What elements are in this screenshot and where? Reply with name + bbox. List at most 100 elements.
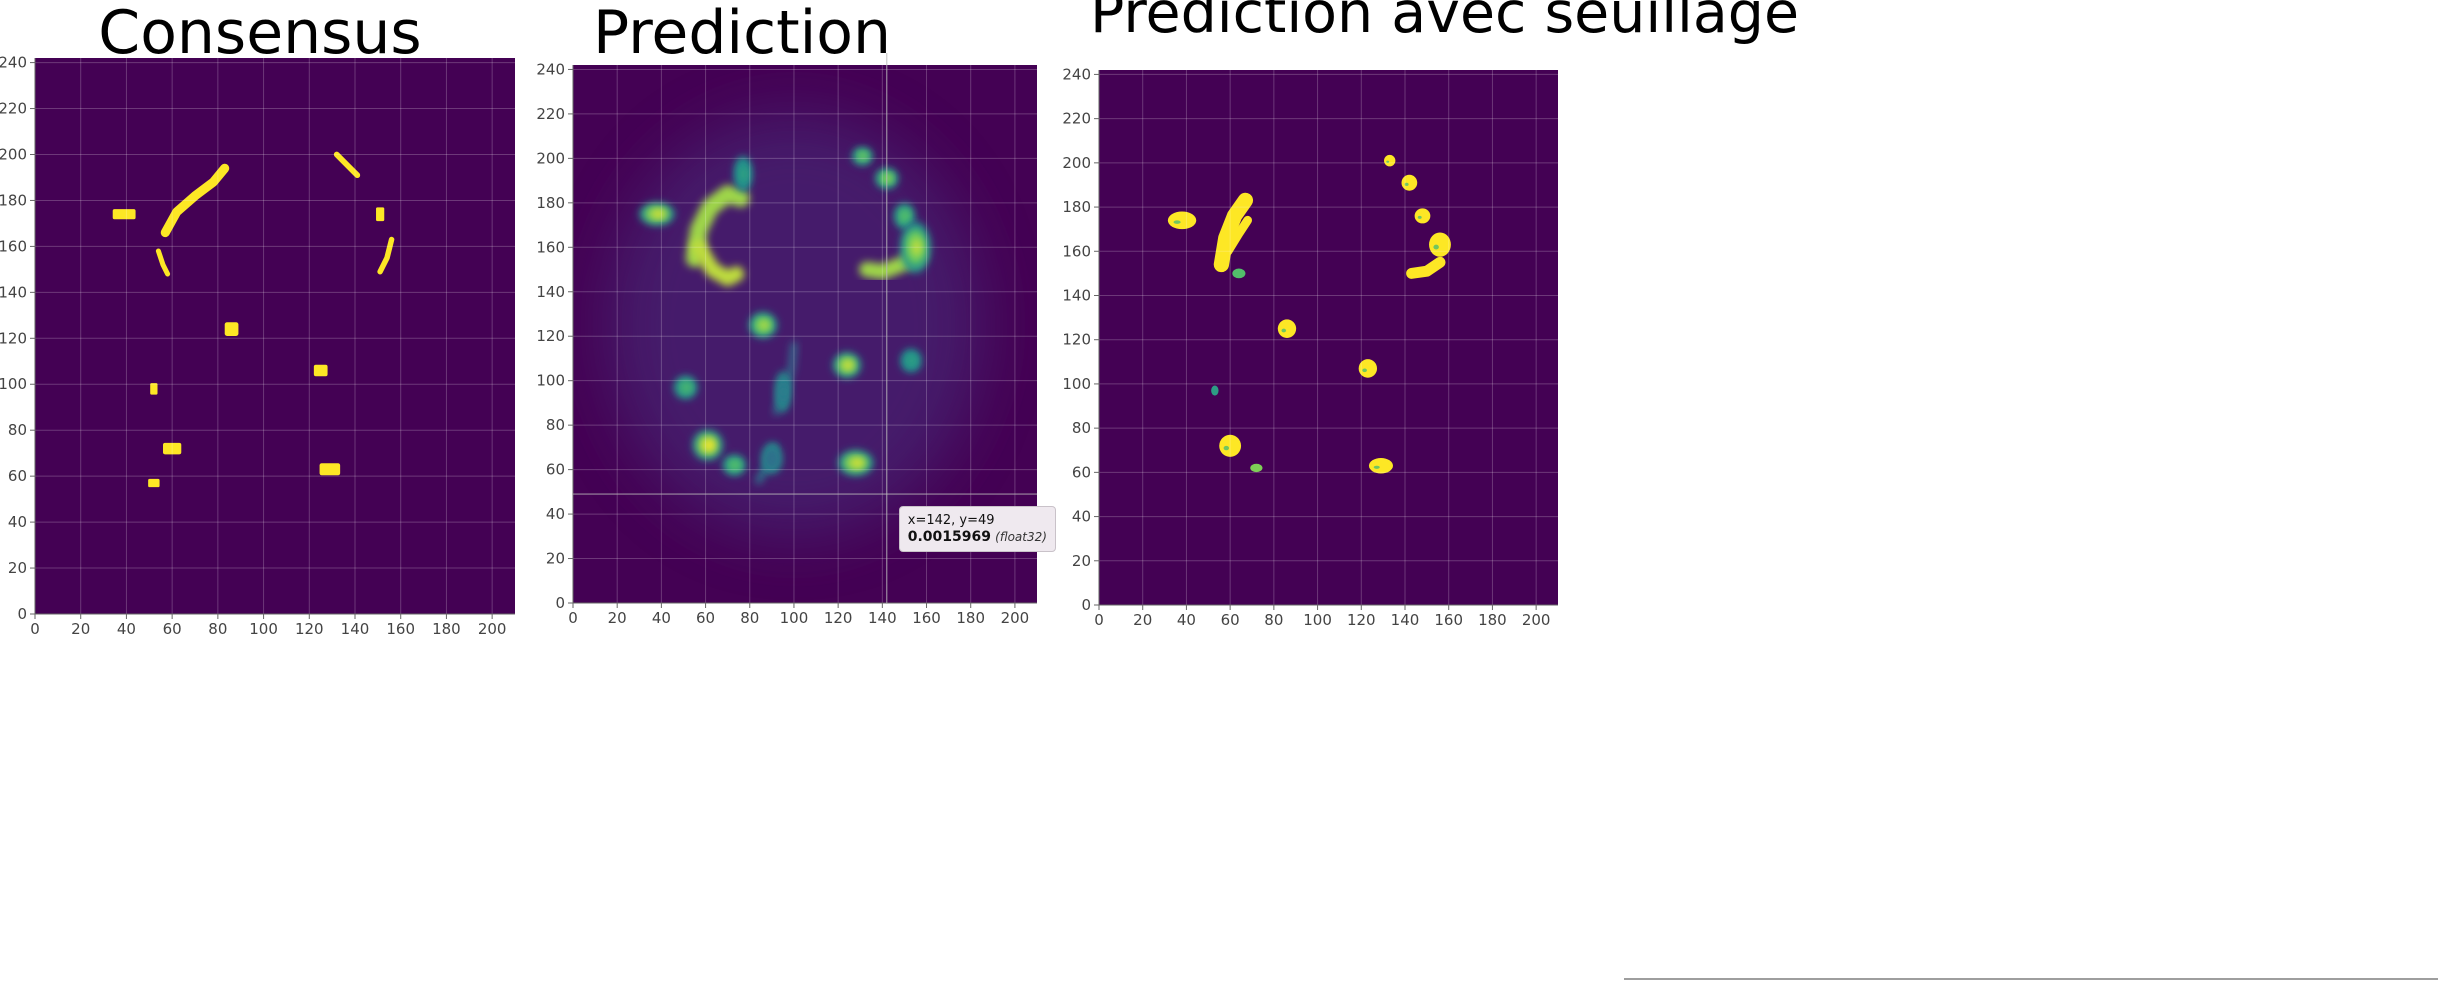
panel-prediction-threshold: Prédiction avec seuillage 0 20 40 60 80 100 12… — [1040, 0, 2438, 982]
y-tick-label: 20 — [1072, 552, 1091, 570]
y-tick-label: 60 — [8, 467, 27, 485]
tooltip-value: 0.0015969 — [907, 529, 991, 546]
prediction-threshold-plot-svg[interactable]: 0 20 40 60 80 100 120 140 160 180 200 0 20 40 60 80 100 1… — [1040, 65, 1600, 980]
y-tick-label: 200 — [0, 145, 27, 163]
panel-title: Prédiction avec seuillage — [1090, 0, 1800, 46]
segment-stroke — [1213, 192, 1254, 273]
x-tick-label: 20 — [1133, 611, 1152, 629]
x-tick-label: 140 — [868, 609, 897, 627]
segment-blob — [319, 463, 341, 476]
x-tick-label: 40 — [652, 609, 671, 627]
segment-blob — [376, 207, 385, 222]
y-tick-label: 200 — [536, 149, 565, 167]
segment-blob — [1384, 154, 1396, 167]
segment-blob — [1358, 359, 1378, 378]
x-tick-label: 80 — [208, 620, 227, 638]
y-tick-label: 80 — [1072, 419, 1091, 437]
axes — [34, 58, 515, 615]
x-tick-label: 0 — [568, 609, 578, 627]
x-tick-label: 40 — [1177, 611, 1196, 629]
segment-blob — [163, 442, 182, 455]
panel-title: Consensus — [98, 0, 422, 68]
y-tick-label: 100 — [1062, 375, 1091, 393]
y-tick-label: 40 — [8, 513, 27, 531]
x-tick-label: 80 — [1264, 611, 1283, 629]
y-tick-label: 180 — [0, 191, 27, 209]
x-tick-label: 200 — [478, 620, 507, 638]
segment-blob — [734, 156, 753, 192]
x-tick-label: 60 — [1221, 611, 1240, 629]
y-tick-label: 160 — [536, 238, 565, 256]
y-tick-label: 20 — [8, 559, 27, 577]
consensus-image-plot[interactable]: 0 20 40 60 80 100 120 140 160 180 200 0 20 40 60 80 100 1… — [0, 54, 520, 978]
y-tick-label: 180 — [1062, 198, 1091, 216]
y-tick-label: 60 — [546, 461, 565, 479]
y-tick-label: 240 — [0, 54, 27, 72]
segment-blob — [674, 375, 698, 399]
segment-blob — [1250, 463, 1263, 473]
x-tick-label: 60 — [163, 620, 182, 638]
grid — [1098, 70, 1558, 606]
tooltip-dtype: (float32) — [995, 530, 1047, 545]
y-tick-label: 100 — [0, 375, 27, 393]
y-tick-label: 160 — [1062, 242, 1091, 260]
tooltip-coords: x=142, y=49 — [907, 513, 995, 529]
y-tick-label: 100 — [536, 372, 565, 390]
x-tick-label: 100 — [1303, 611, 1332, 629]
segment-blob — [1368, 457, 1393, 474]
segment-stroke — [377, 236, 395, 275]
hover-tooltip: x=142, y=49 0.0015969 (float32) — [898, 506, 1056, 553]
segment-blob — [775, 371, 791, 413]
prediction-image-plot[interactable]: 0 20 40 60 80 100 120 140 160 180 200 0 20 40 60 80 100 1… — [520, 53, 1080, 980]
image-background — [1099, 70, 1558, 605]
segment-stroke — [1223, 215, 1252, 256]
segment-blob — [900, 221, 931, 273]
x-tick-label: 160 — [912, 609, 941, 627]
y-tick-label: 240 — [1062, 65, 1091, 83]
segmentation-layer — [112, 151, 395, 488]
segment-blob — [639, 202, 675, 226]
segmentation-layer — [606, 113, 982, 537]
grid — [34, 58, 515, 615]
y-tick-label: 0 — [17, 605, 27, 623]
panel-title: Prediction — [592, 0, 892, 68]
prediction-plot-svg[interactable]: 0 20 40 60 80 100 120 140 160 180 200 0 20 40 60 80 100 1… — [520, 53, 1080, 980]
segment-blob — [833, 352, 861, 378]
panel-prediction: Prediction 0 20 40 60 80 100 120 140 160 180 200 0 2… — [520, 0, 1624, 982]
segmentation-layer — [1167, 154, 1451, 474]
segment-stroke — [160, 163, 230, 238]
y-tick-label: 140 — [1062, 286, 1091, 304]
segment-blob — [722, 454, 746, 476]
segment-blob — [148, 478, 160, 488]
segment-blob — [1277, 319, 1297, 338]
y-tick-label: 120 — [0, 329, 27, 347]
y-tick-label: 120 — [1062, 331, 1091, 349]
segment-blob — [1211, 385, 1219, 396]
segment-blob — [761, 443, 783, 474]
y-tick-label: 220 — [536, 105, 565, 123]
y-tick-label: 20 — [546, 550, 565, 568]
y-tick-label: 140 — [0, 283, 27, 301]
segment-blob — [1219, 434, 1242, 457]
y-tick-label: 140 — [536, 283, 565, 301]
consensus-plot-svg[interactable]: 0 20 40 60 80 100 120 140 160 180 200 0 20 40 60 80 100 1… — [0, 54, 520, 978]
x-tick-label: 100 — [780, 609, 809, 627]
x-tick-label: 200 — [1522, 611, 1551, 629]
x-tick-label: 160 — [386, 620, 415, 638]
prediction-threshold-image-plot[interactable]: 0 20 40 60 80 100 120 140 160 180 200 0 20 40 60 80 100 1… — [1040, 65, 1600, 980]
y-tick-label: 220 — [0, 100, 27, 118]
y-tick-label: 80 — [8, 421, 27, 439]
segment-stroke — [685, 185, 750, 268]
segment-blob — [1167, 211, 1197, 230]
segment-blob — [692, 429, 724, 461]
x-tick-label: 20 — [608, 609, 627, 627]
segment-blob — [150, 383, 158, 395]
segment-stroke — [155, 248, 171, 277]
segment-stroke — [691, 239, 745, 287]
segment-blob — [749, 312, 777, 338]
segment-blob — [894, 203, 915, 229]
image-background — [35, 58, 515, 614]
x-tick-label: 0 — [30, 620, 40, 638]
x-tick-label: 200 — [1001, 609, 1030, 627]
y-tick-label: 200 — [1062, 154, 1091, 172]
